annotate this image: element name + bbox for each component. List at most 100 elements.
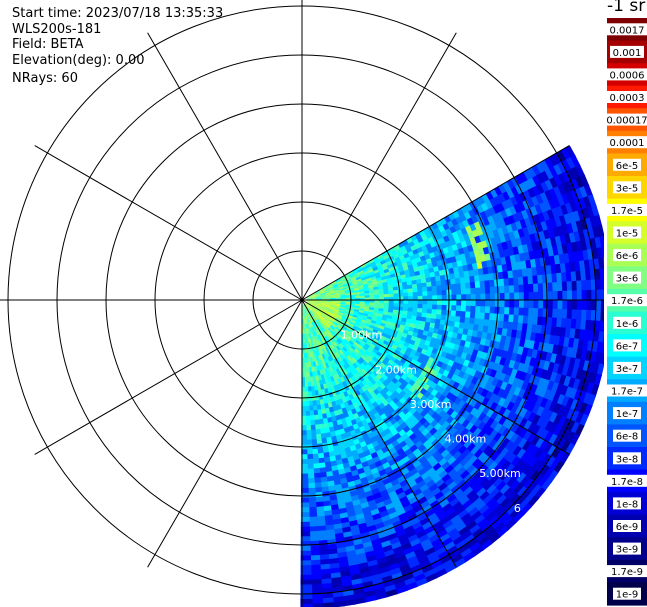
data-cell: [488, 206, 497, 217]
data-cell: [473, 221, 482, 231]
data-cell: [335, 357, 341, 364]
data-cell: [312, 309, 318, 314]
data-cell: [307, 318, 310, 324]
data-cell: [585, 279, 592, 292]
data-cell: [337, 366, 344, 373]
data-cell: [474, 500, 487, 512]
data-cell: [343, 312, 349, 316]
data-cell: [465, 311, 471, 319]
data-cell: [570, 421, 581, 435]
data-cell: [301, 473, 309, 479]
data-cell: [340, 360, 346, 367]
data-cell: [434, 318, 441, 326]
data-cell: [330, 415, 337, 423]
data-cell: [497, 511, 511, 524]
data-cell: [369, 294, 375, 298]
data-cell: [546, 209, 556, 221]
data-cell: [388, 393, 397, 402]
data-cell: [364, 300, 370, 303]
data-cell: [596, 363, 604, 377]
data-cell: [358, 325, 365, 331]
data-cell: [314, 313, 320, 319]
data-cell: [450, 283, 457, 291]
data-cell: [307, 308, 311, 313]
data-cell: [359, 333, 366, 339]
data-cell: [309, 337, 313, 343]
data-cell: [559, 327, 567, 339]
data-cell: [318, 317, 323, 322]
data-cell: [310, 424, 316, 431]
data-cell: [475, 300, 481, 308]
data-cell: [350, 300, 356, 303]
data-cell: [311, 390, 316, 397]
data-cell: [461, 294, 467, 301]
data-cell: [325, 302, 332, 305]
data-cell: [302, 314, 304, 320]
data-cell: [583, 195, 592, 210]
data-cell: [462, 264, 469, 273]
data-cell: [587, 194, 597, 208]
data-cell: [501, 328, 508, 338]
data-cell: [370, 487, 380, 496]
data-cell: [521, 268, 529, 278]
data-cell: [303, 304, 305, 310]
data-cell: [506, 328, 513, 338]
data-cell: [340, 319, 346, 324]
data-cell: [495, 494, 508, 507]
colorbar-label-bg: [613, 361, 641, 374]
data-cell: [329, 290, 336, 294]
data-cell: [436, 260, 444, 267]
data-cell: [598, 257, 604, 271]
data-cell: [327, 283, 333, 288]
data-cell: [455, 283, 462, 290]
data-cell: [332, 282, 338, 287]
data-cell: [320, 408, 327, 415]
data-cell: [371, 492, 382, 501]
data-cell: [336, 556, 349, 564]
data-cell: [394, 554, 407, 564]
data-cell: [387, 511, 399, 521]
data-cell: [305, 302, 311, 307]
data-cell: [454, 316, 461, 323]
colorbar-label-bg: [613, 316, 641, 329]
data-cell: [316, 295, 322, 298]
data-cell: [451, 332, 459, 340]
data-cell: [336, 551, 348, 559]
data-cell: [339, 289, 345, 293]
data-cell: [468, 524, 481, 536]
data-cell: [315, 293, 321, 296]
data-cell: [332, 348, 338, 354]
data-cell: [540, 369, 549, 381]
data-cell: [504, 300, 510, 309]
data-cell: [473, 268, 480, 277]
data-cell: [383, 290, 390, 295]
data-cell: [301, 435, 307, 441]
data-cell: [529, 470, 541, 483]
data-cell: [535, 405, 545, 418]
data-cell: [308, 306, 313, 312]
data-cell: [376, 561, 389, 570]
data-cell: [530, 484, 542, 497]
data-cell: [505, 476, 517, 489]
data-cell: [308, 506, 317, 513]
data-cell: [325, 346, 330, 353]
data-cell: [535, 416, 546, 429]
data-cell: [387, 562, 400, 572]
data-cell: [327, 312, 333, 317]
data-cell: [332, 330, 338, 336]
data-cell: [475, 306, 481, 314]
field-label: Field: BETA: [12, 37, 84, 52]
data-cell: [527, 456, 539, 469]
data-cell: [374, 335, 381, 342]
data-cell: [331, 280, 337, 285]
data-cell: [471, 262, 479, 271]
data-cell: [477, 268, 485, 277]
data-cell: [302, 309, 304, 315]
data-cell: [557, 415, 567, 429]
data-cell: [565, 366, 574, 379]
data-cell: [480, 306, 486, 314]
data-cell: [307, 318, 311, 324]
data-cell: [333, 285, 339, 289]
data-cell: [304, 303, 309, 308]
data-cell: [331, 518, 342, 526]
